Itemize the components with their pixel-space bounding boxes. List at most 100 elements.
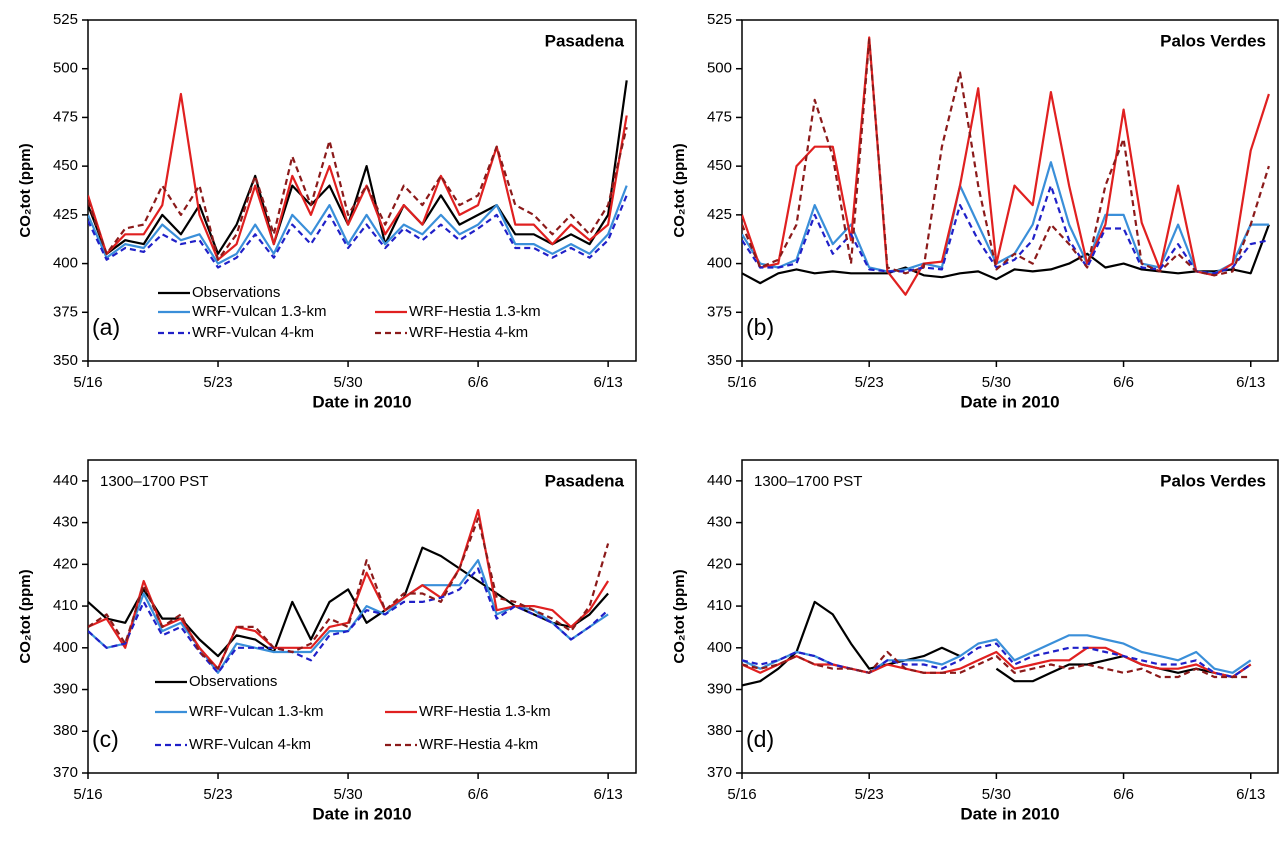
series-line [742, 642, 1252, 679]
x-tick-label: 6/6 [468, 786, 489, 803]
y-tick-label: 425 [707, 206, 732, 223]
x-tick-label: 6/6 [1113, 786, 1134, 803]
x-tick-label: 6/13 [1236, 374, 1265, 391]
series-line [742, 38, 1270, 277]
y-tick-label: 400 [707, 639, 732, 656]
y-tick-label: 410 [707, 597, 732, 614]
y-tick-label: 375 [707, 303, 732, 320]
series-line [742, 224, 1270, 285]
y-tick-label: 410 [53, 597, 78, 614]
y-tick-label: 400 [53, 255, 78, 272]
legend-label: WRF-Hestia 1.3-km [419, 703, 551, 720]
series-line [742, 646, 1252, 679]
x-tick-label: 6/6 [468, 374, 489, 391]
x-tick-label: 5/23 [203, 786, 232, 803]
y-tick-label: 390 [53, 681, 78, 698]
y-axis-title: CO₂tot (ppm) [17, 143, 34, 237]
y-tick-label: 440 [707, 472, 732, 489]
y-tick-label: 525 [707, 11, 732, 28]
x-axis-title: Date in 2010 [960, 804, 1059, 823]
y-tick-label: 425 [53, 206, 78, 223]
y-tick-label: 500 [707, 60, 732, 77]
y-tick-label: 380 [707, 722, 732, 739]
panel-label: (c) [92, 726, 119, 752]
x-axis-title: Date in 2010 [312, 804, 411, 823]
panel-title: Pasadena [545, 31, 625, 50]
y-tick-label: 400 [53, 639, 78, 656]
panel-subtitle: 1300–1700 PST [100, 473, 208, 490]
legend-label: WRF-Hestia 1.3-km [409, 303, 541, 320]
series-line [88, 517, 610, 670]
y-tick-label: 420 [53, 555, 78, 572]
legend-label: WRF-Vulcan 4-km [189, 736, 311, 753]
series-line [88, 194, 628, 269]
x-tick-label: 5/30 [982, 374, 1011, 391]
x-tick-label: 6/6 [1113, 374, 1134, 391]
series-line [88, 185, 628, 265]
y-tick-label: 430 [707, 514, 732, 531]
y-tick-label: 430 [53, 514, 78, 531]
series-line [742, 634, 1252, 674]
y-tick-label: 350 [53, 352, 78, 369]
y-tick-label: 475 [53, 108, 78, 125]
y-tick-label: 350 [707, 352, 732, 369]
y-tick-label: 390 [707, 681, 732, 698]
x-tick-label: 6/13 [594, 374, 623, 391]
y-tick-label: 370 [53, 764, 78, 781]
y-tick-label: 370 [707, 764, 732, 781]
y-tick-label: 440 [53, 472, 78, 489]
legend-label: WRF-Vulcan 1.3-km [192, 303, 326, 320]
series-line [88, 559, 609, 674]
y-tick-label: 375 [53, 303, 78, 320]
y-tick-label: 450 [707, 157, 732, 174]
y-tick-label: 475 [707, 108, 732, 125]
panel: 370 380 390 400 410 420 430 440 5/16 5/23 5/30 6/6 6… [17, 459, 637, 823]
x-tick-label: 5/16 [727, 786, 756, 803]
plot-frame [87, 19, 637, 362]
x-axis-title: Date in 2010 [960, 392, 1059, 411]
legend-label: WRF-Vulcan 1.3-km [189, 703, 323, 720]
panel-title: Pasadena [545, 471, 625, 490]
x-tick-label: 6/13 [1236, 786, 1265, 803]
y-axis-title: CO₂tot (ppm) [671, 143, 688, 237]
y-tick-label: 400 [707, 255, 732, 272]
x-tick-label: 5/30 [333, 786, 362, 803]
series-line [88, 80, 628, 255]
x-tick-label: 5/30 [982, 786, 1011, 803]
x-tick-label: 5/23 [203, 374, 232, 391]
y-tick-label: 450 [53, 157, 78, 174]
y-axis-title: CO₂tot (ppm) [17, 569, 34, 663]
panel-title: Palos Verdes [1160, 471, 1266, 490]
series-line [742, 650, 1251, 679]
panel-title: Palos Verdes [1160, 31, 1266, 50]
series-line [88, 567, 609, 674]
y-tick-label: 500 [53, 60, 78, 77]
panel-label: (b) [746, 314, 774, 340]
y-tick-label: 525 [53, 11, 78, 28]
plot-frame [87, 459, 637, 774]
series-line [88, 126, 628, 261]
x-tick-label: 5/16 [73, 374, 102, 391]
legend-label: Observations [189, 673, 277, 690]
panel: 370 380 390 400 410 420 430 440 5/16 5/23 5/30 6/6 6… [671, 459, 1279, 823]
plot-frame [741, 459, 1279, 774]
panel-subtitle: 1300–1700 PST [754, 473, 862, 490]
y-axis-title: CO₂tot (ppm) [671, 569, 688, 663]
plot-frame [741, 19, 1279, 362]
legend-label: WRF-Hestia 4-km [419, 736, 538, 753]
x-tick-label: 5/16 [727, 374, 756, 391]
y-tick-label: 420 [707, 555, 732, 572]
series-line [742, 161, 1269, 275]
legend-label: WRF-Hestia 4-km [409, 324, 528, 341]
panel-label: (d) [746, 726, 774, 752]
x-tick-label: 6/13 [594, 786, 623, 803]
x-tick-label: 5/23 [855, 786, 884, 803]
series-line [88, 546, 609, 658]
x-axis-title: Date in 2010 [312, 392, 411, 411]
legend-label: Observations [192, 284, 280, 301]
panel: 350 375 400 425 450 475 500 525 5/16 5/23 5/30 6/6 6… [17, 11, 637, 411]
series-line [88, 92, 628, 261]
legend-label: WRF-Vulcan 4-km [192, 324, 314, 341]
panel: 350 375 400 425 450 475 500 525 5/16 5/23 5/30 6/6 6… [671, 11, 1279, 411]
